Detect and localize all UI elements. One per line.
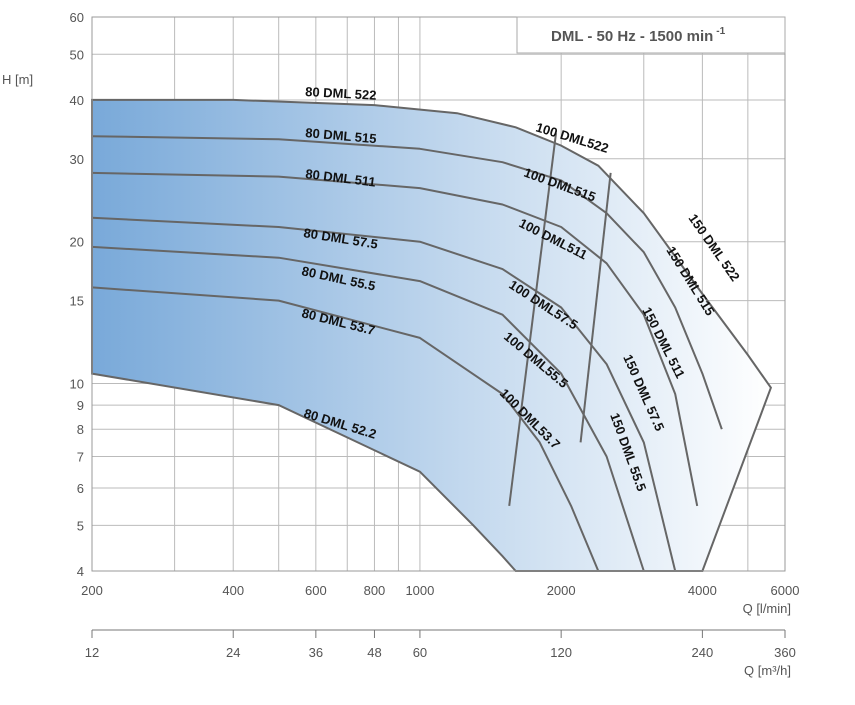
x-tick-label: 200 xyxy=(81,583,103,598)
label-80-dml-515: 80 DML 515 xyxy=(305,125,377,146)
family-envelope-area xyxy=(91,98,773,572)
family-divider-1 xyxy=(508,133,557,506)
x2-tick-label: 36 xyxy=(309,645,323,660)
curve-80-dml-57-5 xyxy=(91,216,677,572)
y-tick-label: 5 xyxy=(77,518,84,533)
y-tick-label: 8 xyxy=(77,422,84,437)
performance-curves xyxy=(91,135,723,572)
x2-tick-label: 24 xyxy=(226,645,240,660)
x-tick-label: 6000 xyxy=(771,583,800,598)
x-tick-label: 2000 xyxy=(547,583,576,598)
secondary-x-axis-ticks: 12 24 36 48 60 120 240 360 xyxy=(85,630,796,660)
x-tick-label: 800 xyxy=(364,583,386,598)
x-axis-ticks: 200 400 600 800 1000 2000 4000 6000 xyxy=(81,583,799,598)
x-tick-label: 600 xyxy=(305,583,327,598)
x2-tick-label: 360 xyxy=(774,645,796,660)
plot-frame xyxy=(91,16,786,572)
y-tick-label: 40 xyxy=(70,93,84,108)
curve-80-dml-511 xyxy=(91,171,699,507)
chart-title: DML - 50 Hz - 1500 min -1 xyxy=(551,26,726,45)
title-box: DML - 50 Hz - 1500 min -1 xyxy=(516,16,786,54)
y-axis-ticks: 4 5 6 7 8 9 10 15 20 30 40 50 60 xyxy=(70,10,84,579)
y-tick-label: 30 xyxy=(70,152,84,167)
x-tick-label: 1000 xyxy=(405,583,434,598)
y-tick-label: 50 xyxy=(70,47,84,62)
x2-tick-label: 60 xyxy=(413,645,427,660)
secondary-x-axis-title: Q [m³/h] xyxy=(744,663,791,678)
y-tick-label: 9 xyxy=(77,398,84,413)
x-tick-label: 4000 xyxy=(688,583,717,598)
family-divider-2 xyxy=(579,172,612,443)
x-tick-label: 400 xyxy=(222,583,244,598)
y-tick-label: 15 xyxy=(70,294,84,309)
y-tick-label: 10 xyxy=(70,377,84,392)
label-80-dml-522: 80 DML 522 xyxy=(305,84,377,103)
y-tick-label: 20 xyxy=(70,235,84,250)
curve-80-dml-55-5 xyxy=(91,245,645,572)
x2-tick-label: 48 xyxy=(367,645,381,660)
curve-80-dml-515 xyxy=(91,135,723,430)
y-tick-label: 4 xyxy=(77,564,84,579)
x-axis-title: Q [l/min] xyxy=(743,601,791,616)
y-tick-label: 60 xyxy=(70,10,84,25)
x2-tick-label: 240 xyxy=(692,645,714,660)
x2-tick-label: 12 xyxy=(85,645,99,660)
y-axis-title: H [m] xyxy=(2,72,33,87)
x2-tick-label: 120 xyxy=(550,645,572,660)
y-tick-label: 6 xyxy=(77,481,84,496)
curve-80-dml-53-7 xyxy=(91,286,600,572)
family-dividers xyxy=(508,133,612,506)
y-tick-label: 7 xyxy=(77,450,84,465)
